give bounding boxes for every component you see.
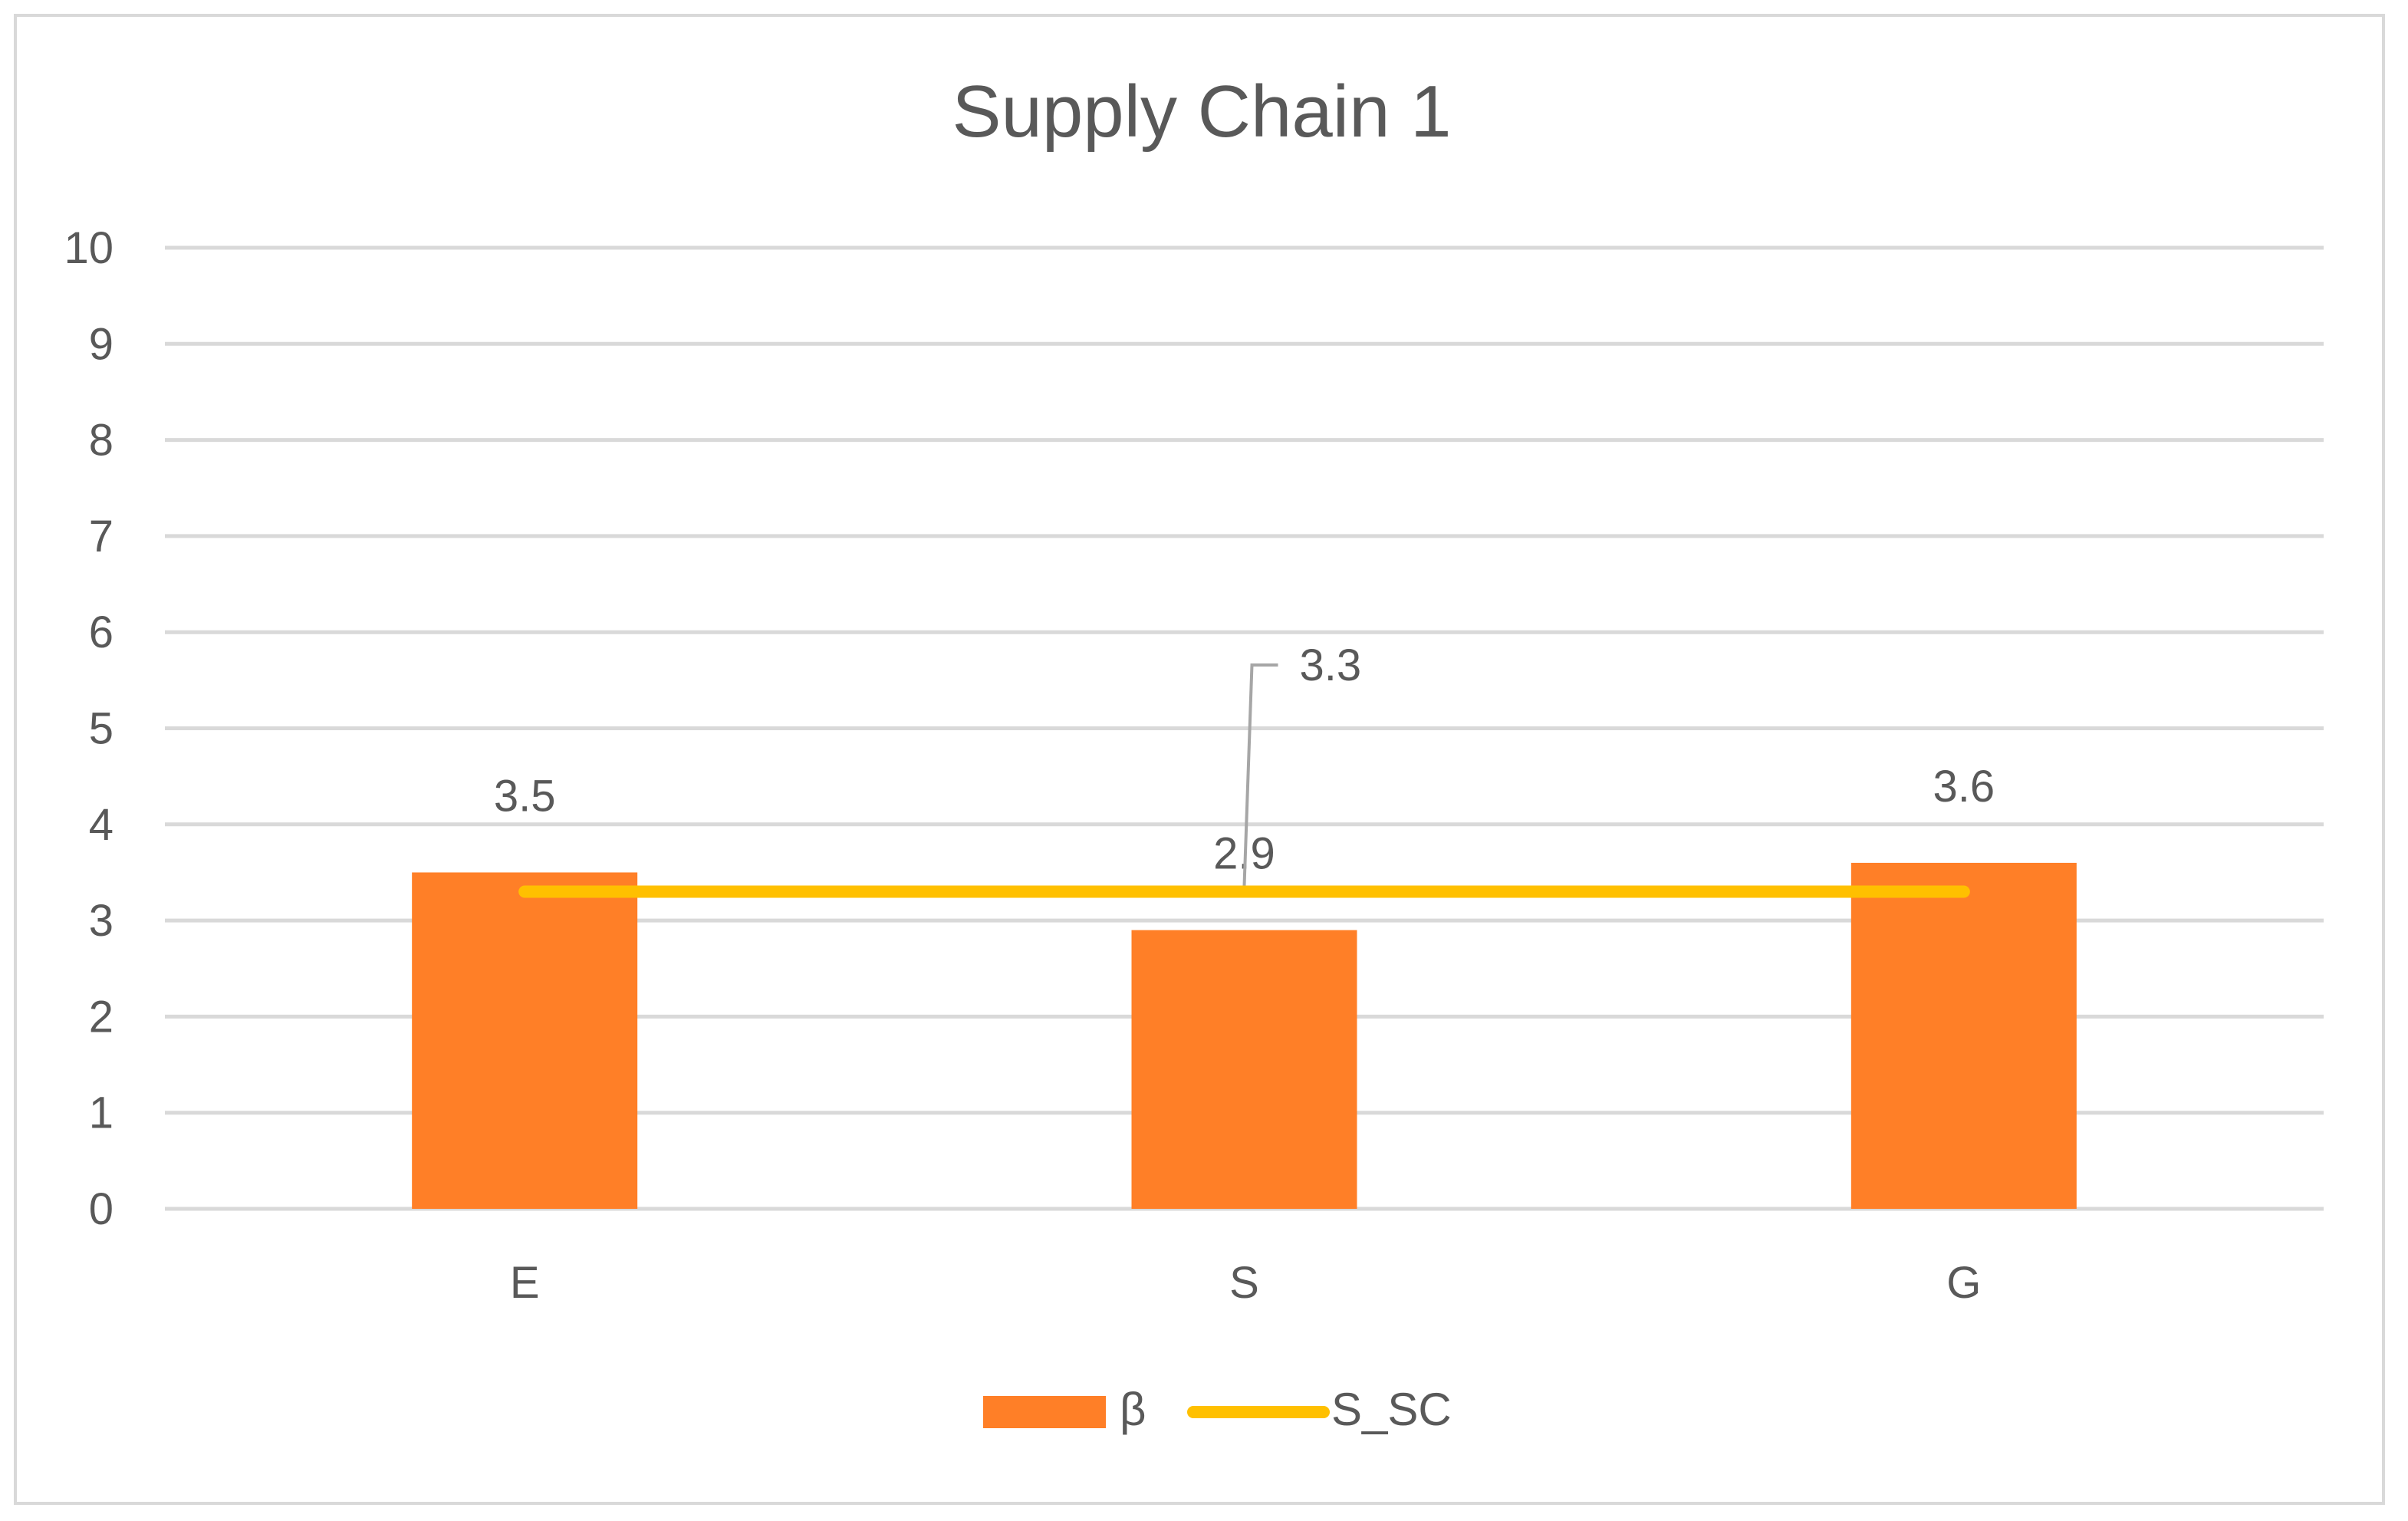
line-data-label: 3.3: [1300, 640, 1362, 690]
bar-data-label: 3.6: [1933, 762, 1995, 812]
bars: [412, 862, 2077, 1209]
x-tick-label: S: [1229, 1258, 1259, 1308]
y-tick-label: 1: [89, 1088, 113, 1138]
y-tick-label: 8: [89, 416, 113, 466]
line-label-leader: [1242, 663, 1278, 886]
legend-label-s-sc: S_SC: [1331, 1384, 1452, 1435]
bar-data-label: 3.5: [494, 771, 556, 821]
y-tick-label: 2: [89, 992, 113, 1042]
y-tick-label: 5: [89, 704, 113, 754]
y-tick-label: 10: [64, 223, 113, 273]
y-tick-label: 9: [89, 319, 113, 369]
bar-e: [412, 872, 638, 1209]
chart-frame: [14, 14, 2385, 1505]
bar-s: [1131, 930, 1357, 1209]
y-tick-label: 3: [89, 896, 113, 946]
legend: β S_SC: [983, 1384, 1452, 1435]
chart-title: Supply Chain 1: [952, 71, 1451, 153]
legend-swatch-beta: [983, 1396, 1106, 1428]
data-labels: 3.52.93.63.3: [494, 640, 1995, 886]
legend-label-beta: β: [1120, 1384, 1146, 1435]
y-tick-label: 0: [89, 1184, 113, 1234]
y-tick-label: 4: [89, 800, 113, 850]
x-tick-label: E: [510, 1258, 540, 1308]
x-tick-label: G: [1946, 1258, 1981, 1308]
y-tick-label: 7: [89, 512, 113, 561]
y-tick-label: 6: [89, 607, 113, 657]
bar-g: [1850, 862, 2077, 1209]
y-axis: 0 1 2 3 4 5 6 7 8 9 10: [64, 223, 113, 1234]
